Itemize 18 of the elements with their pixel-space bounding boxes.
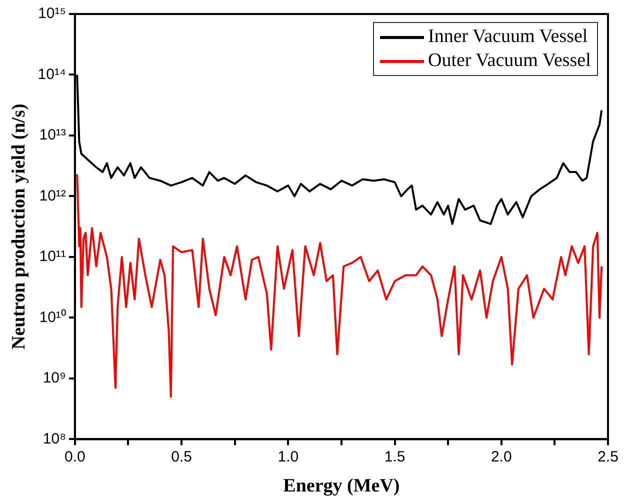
x-tick-label: 2.5 [598,448,618,466]
x-tick-label: 1.5 [384,448,406,466]
x-tick-label: 1.0 [278,448,299,466]
y-tick-label: 10¹⁴ [38,66,66,83]
y-tick-label: 10⁸ [42,430,66,448]
y-tick-label: 10⁹ [42,370,66,387]
x-axis-title: Energy (MeV) [283,476,400,497]
y-tick-label: 10¹⁰ [39,308,66,326]
legend-label: Outer Vacuum Vessel [428,49,591,73]
x-tick-label: 0.5 [171,448,192,466]
x-tick-label: 0.0 [64,448,86,466]
x-tick-label: 2.0 [490,448,512,466]
y-tick-label: 10¹¹ [39,248,66,266]
y-tick-label: 10¹³ [39,126,66,144]
legend-label: Inner Vacuum Vessel [428,25,588,49]
y-axis-title: Neutron production yield (n/s) [8,104,30,350]
y-tick-label: 10¹² [39,187,66,204]
y-tick-label: 10¹⁵ [38,5,66,22]
